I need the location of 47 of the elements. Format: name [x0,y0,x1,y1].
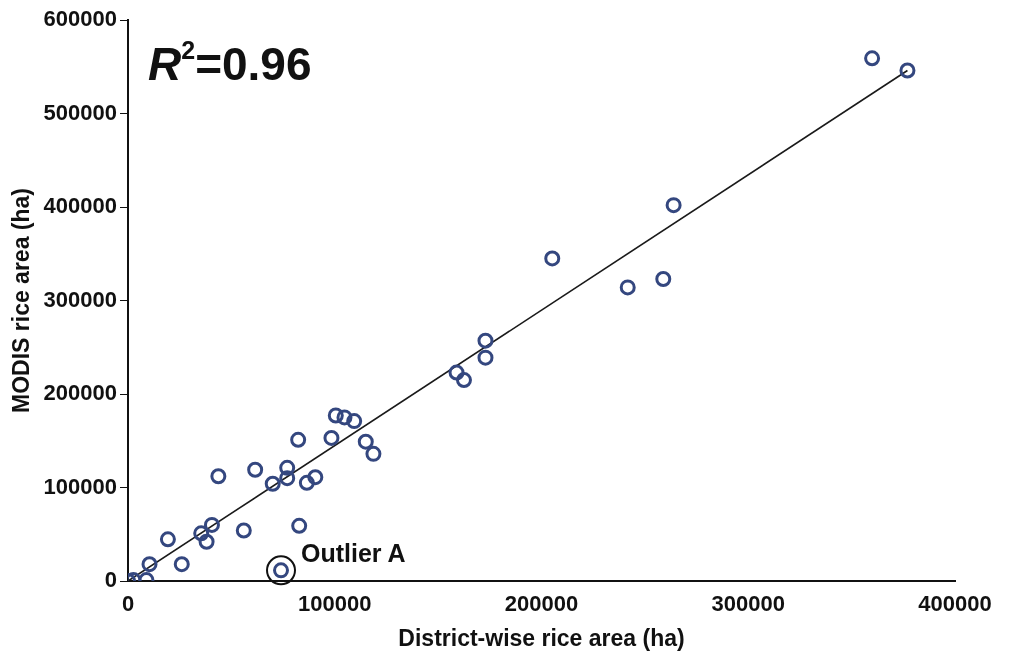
y-tick-label: 500000 [43,99,118,125]
annotation: Outlier A [301,539,406,568]
point [307,469,324,486]
y-tick-label: 100000 [43,473,118,499]
point [665,197,682,214]
point [544,250,561,267]
point [198,533,215,550]
point [298,474,315,491]
y-tick-label: 300000 [43,286,118,312]
point [291,517,308,534]
x-tick-label: 300000 [711,591,785,617]
y-tick-label: 400000 [43,193,118,219]
y-axis-title: MODIS rice area (ha) [8,188,35,413]
point [210,468,227,485]
point [336,409,353,426]
x-tick-label: 200000 [504,591,579,617]
point [141,556,158,573]
y-tick-label: 0 [104,567,118,593]
point [264,475,281,492]
point [173,556,190,573]
x-tick-label: 0 [121,591,135,617]
x-tick-label: 100000 [298,591,372,617]
point [346,413,363,430]
point [655,271,672,287]
point [899,62,916,79]
point [864,50,881,67]
point [477,349,494,366]
point [477,332,494,349]
point [279,459,296,476]
point [290,431,307,448]
point [323,429,340,446]
x-axis-title: District-wise rice area (ha) [398,624,685,651]
point [247,461,264,478]
point [357,433,374,450]
x-tick-label: 400000 [918,591,992,617]
point [448,364,465,381]
point [327,407,344,424]
point [203,516,220,533]
point [365,445,382,462]
point [619,279,636,296]
point [235,522,252,539]
point [455,372,472,389]
point [279,470,296,487]
point [193,525,210,542]
point [159,531,176,548]
y-tick-label: 600000 [43,6,118,32]
y-tick-label: 200000 [43,380,118,406]
